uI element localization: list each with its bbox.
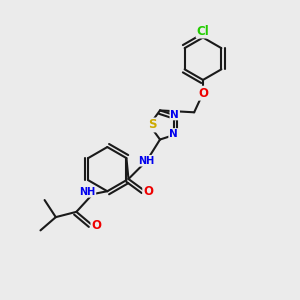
Text: Cl: Cl (196, 25, 209, 38)
Text: S: S (148, 118, 157, 131)
Text: N: N (169, 129, 178, 139)
Text: NH: NH (139, 156, 155, 166)
Text: NH: NH (79, 187, 95, 197)
Text: O: O (198, 87, 208, 100)
Text: O: O (92, 219, 101, 232)
Text: N: N (170, 110, 179, 119)
Text: O: O (143, 185, 153, 198)
